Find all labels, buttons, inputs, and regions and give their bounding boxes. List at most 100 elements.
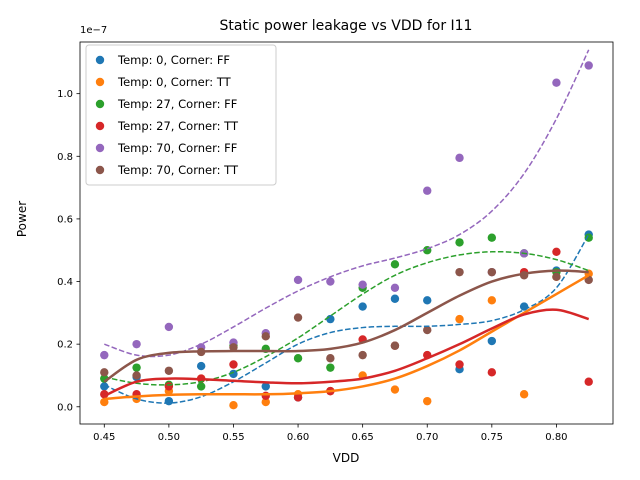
x-tick-label-7: 0.80	[545, 432, 567, 443]
legend-marker-0	[95, 55, 105, 65]
data-point-1-4	[229, 401, 238, 410]
data-point-5-14	[552, 272, 561, 282]
legend-box	[85, 44, 277, 186]
y-tick-label-4: 0.8	[57, 152, 73, 163]
data-point-5-7	[326, 354, 335, 363]
data-point-2-11	[455, 238, 464, 247]
data-point-4-10	[423, 186, 432, 195]
data-point-4-7	[326, 277, 335, 286]
y-offset-label: 1e−7	[80, 25, 107, 36]
data-point-4-0	[100, 350, 109, 360]
data-point-4-2	[164, 322, 174, 332]
data-point-1-9	[390, 385, 400, 394]
y-tick-label-0: 0.0	[57, 402, 73, 413]
x-tick-label-0: 0.45	[93, 432, 115, 443]
data-point-1-12	[487, 296, 497, 305]
data-point-0-10	[423, 296, 432, 305]
legend-label-1: Temp: 0, Corner: TT	[117, 75, 232, 89]
data-point-4-14	[552, 78, 561, 87]
data-point-2-3	[196, 382, 206, 391]
data-point-0-0	[100, 382, 109, 391]
fit-line-1	[104, 274, 590, 401]
data-point-5-9	[390, 341, 400, 350]
legend-label-2: Temp: 27, Corner: FF	[117, 97, 237, 111]
chart-title: Static power leakage vs VDD for I11	[220, 18, 473, 34]
y-tick-label-5: 1.0	[57, 89, 73, 100]
plot-area: 0.45 0.50 0.55 0.60 0.65 0.70 0.75 0.80 0.0 0.2 0.…	[57, 41, 614, 443]
legend-marker-4	[95, 143, 105, 153]
x-tick-label-2: 0.55	[222, 432, 244, 443]
data-point-4-8	[358, 280, 367, 289]
data-point-4-11	[455, 153, 464, 163]
y-tick-label-2: 0.4	[57, 277, 73, 288]
data-point-0-7	[326, 314, 335, 324]
data-point-5-0	[100, 368, 109, 377]
axes-frame	[79, 41, 614, 425]
data-point-4-15	[584, 61, 593, 70]
legend: Temp: 0, Corner: FF Temp: 0, Corner: TT Te…	[85, 44, 277, 186]
y-axis-label: Power	[15, 201, 29, 237]
y-tick-label-1: 0.2	[57, 340, 73, 351]
data-point-0-12	[487, 336, 497, 346]
data-point-3-2	[164, 382, 174, 391]
x-axis-label: VDD	[333, 451, 360, 465]
legend-label-5: Temp: 70, Corner: TT	[117, 163, 239, 177]
data-point-2-1	[132, 363, 141, 372]
legend-marker-1	[95, 77, 105, 87]
legend-marker-3	[95, 121, 105, 131]
data-point-2-6	[293, 354, 303, 363]
data-point-0-2	[164, 396, 174, 406]
fit-line-2	[104, 250, 589, 386]
data-point-2-9	[390, 260, 400, 269]
data-point-3-5	[261, 391, 270, 401]
data-point-5-12	[487, 267, 497, 277]
fit-line-0	[103, 234, 590, 404]
data-point-1-11	[455, 314, 464, 324]
data-point-5-2	[164, 366, 174, 375]
x-tick-label-1: 0.50	[158, 432, 180, 443]
data-point-0-13	[519, 302, 529, 311]
data-point-3-15	[584, 377, 593, 386]
data-point-1-13	[519, 390, 529, 399]
y-tick-label-3: 0.6	[57, 214, 73, 225]
data-point-5-4	[229, 343, 238, 352]
data-point-0-5	[261, 382, 270, 391]
fit-line-5	[103, 269, 589, 383]
data-point-4-6	[293, 275, 303, 285]
data-point-2-12	[487, 233, 497, 242]
data-point-3-11	[455, 360, 464, 369]
data-point-5-5	[261, 332, 270, 341]
legend-label-3: Temp: 27, Corner: TT	[117, 119, 239, 133]
legend-label-4: Temp: 70, Corner: FF	[117, 141, 237, 155]
data-point-1-5	[261, 397, 270, 407]
data-point-4-9	[390, 283, 400, 292]
data-point-0-8	[358, 302, 367, 311]
data-point-5-6	[293, 313, 303, 322]
fit-line-3	[103, 308, 590, 397]
x-tick-label-5: 0.70	[416, 432, 438, 443]
data-point-5-11	[455, 267, 464, 277]
data-point-5-8	[358, 350, 367, 360]
x-tick-label-6: 0.75	[481, 432, 503, 443]
x-tick-label-3: 0.60	[287, 432, 309, 443]
legend-marker-2	[95, 99, 105, 109]
data-point-1-10	[423, 396, 432, 406]
data-point-3-6	[293, 393, 303, 402]
data-point-0-3	[196, 361, 206, 371]
data-point-5-10	[423, 325, 432, 335]
data-point-0-4	[229, 369, 238, 379]
data-point-3-12	[487, 368, 497, 377]
x-tick-label-4: 0.65	[352, 432, 374, 443]
fit-line-4	[104, 49, 590, 358]
legend-marker-5	[95, 165, 105, 175]
data-point-2-7	[326, 363, 335, 372]
data-point-3-0	[100, 390, 109, 399]
data-point-3-14	[552, 247, 561, 256]
legend-label-0: Temp: 0, Corner: FF	[117, 53, 230, 67]
data-point-0-9	[390, 294, 400, 303]
data-point-2-15	[584, 233, 593, 242]
data-point-5-1	[132, 371, 141, 380]
data-point-4-1	[132, 339, 141, 349]
data-point-3-4	[229, 360, 238, 369]
